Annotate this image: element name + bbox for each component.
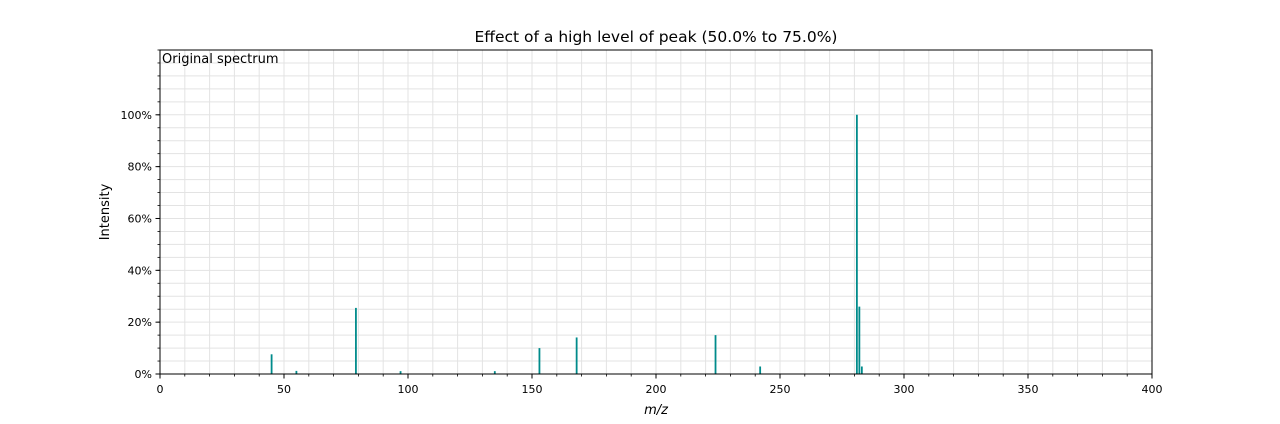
x-tick-label: 250 <box>770 383 791 396</box>
x-tick-label: 0 <box>157 383 164 396</box>
y-tick-label: 80% <box>128 161 152 174</box>
bars-layer <box>270 114 863 374</box>
y-tick-label: 0% <box>135 368 152 381</box>
y-axis-label: Intensity <box>98 183 113 240</box>
grid-layer <box>160 49 1152 374</box>
ticks-layer: 0 50 100 150 200 250 300 350 400 0% 20% 40% 60% 80% 10… <box>121 49 1163 396</box>
x-tick-label: 350 <box>1018 383 1039 396</box>
y-tick-label: 40% <box>128 264 152 277</box>
x-tick-label: 300 <box>894 383 915 396</box>
x-tick-label: 50 <box>277 383 291 396</box>
y-tick-label: 100% <box>121 109 152 122</box>
x-axis-label: m/z <box>644 403 669 418</box>
x-tick-label: 100 <box>398 383 419 396</box>
x-tick-label: 200 <box>646 383 667 396</box>
x-tick-label: 400 <box>1142 383 1163 396</box>
chart-title: Effect of a high level of peak (50.0% to… <box>475 28 838 46</box>
chart-annotation: Original spectrum <box>162 52 279 67</box>
y-tick-label: 20% <box>128 316 152 329</box>
y-tick-label: 60% <box>128 212 152 225</box>
x-tick-label: 150 <box>522 383 543 396</box>
